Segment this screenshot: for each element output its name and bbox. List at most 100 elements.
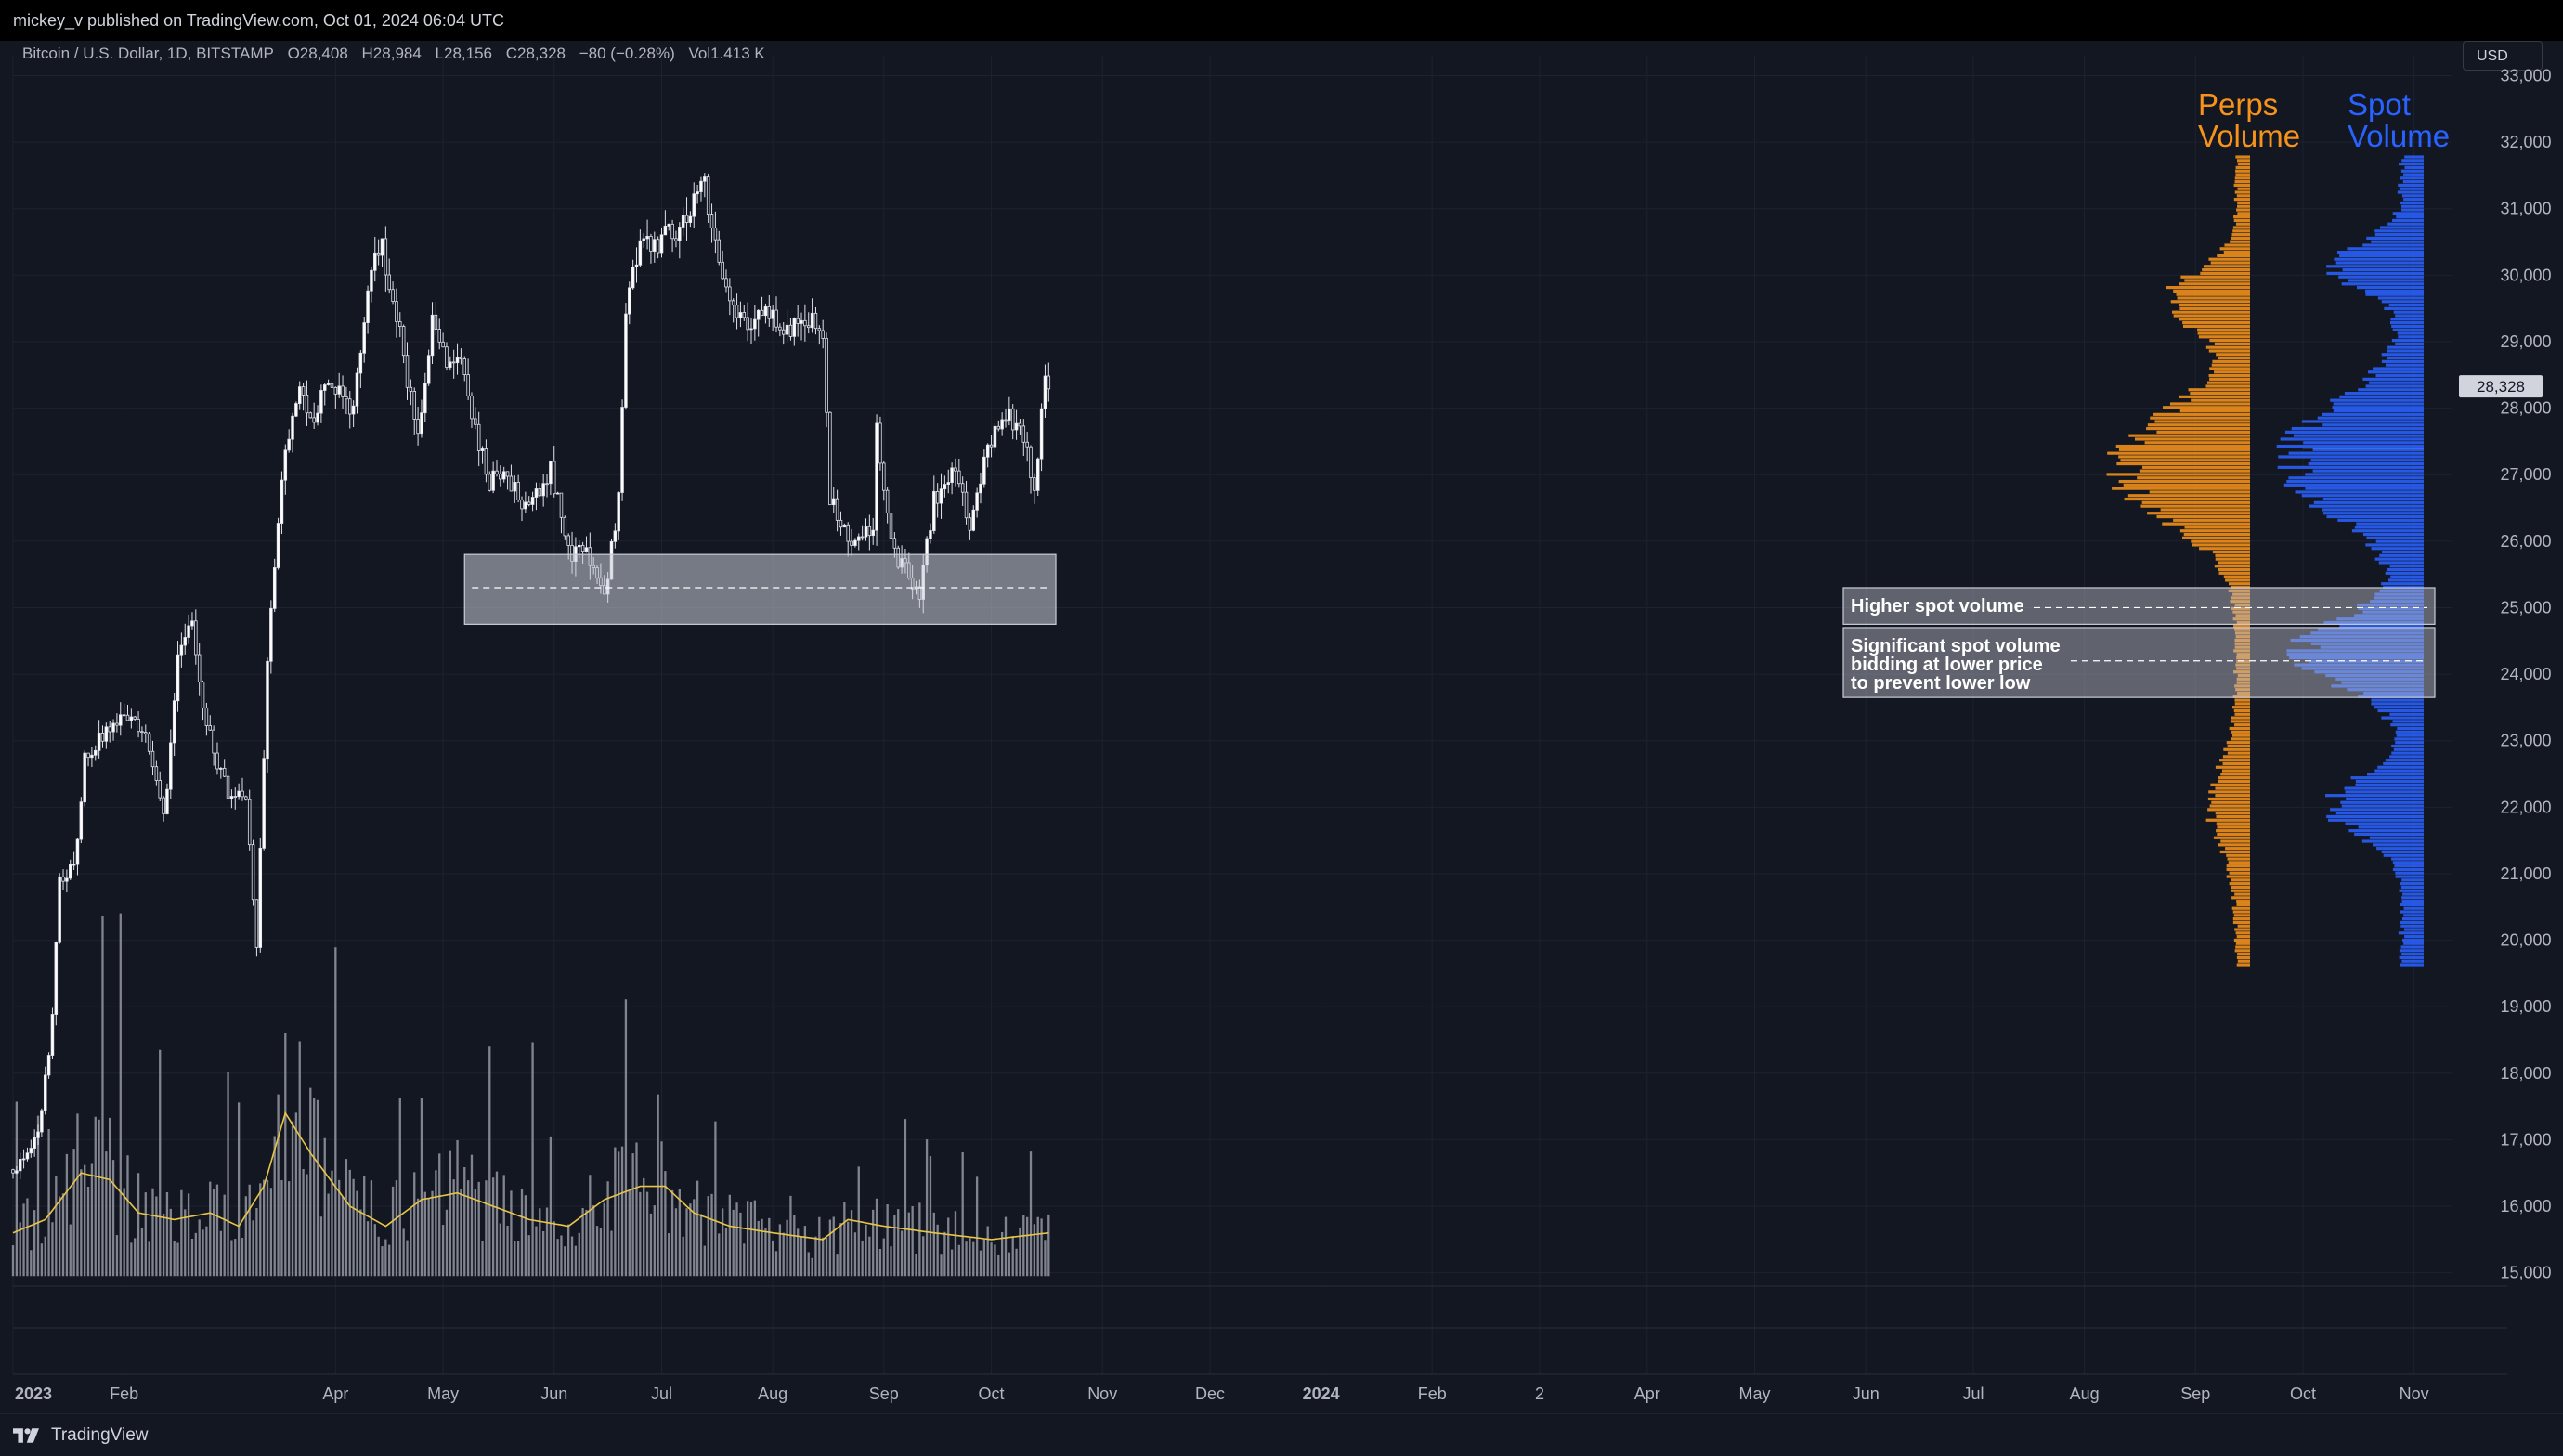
profile-row bbox=[2236, 159, 2250, 162]
candle-body bbox=[215, 752, 219, 770]
profile-row bbox=[2401, 953, 2424, 956]
profile-row bbox=[2375, 373, 2424, 378]
currency-button[interactable]: USD bbox=[2463, 41, 2543, 71]
profile-row bbox=[2232, 695, 2250, 698]
profile-row bbox=[2398, 931, 2424, 935]
candle-body bbox=[1010, 408, 1015, 431]
symbol-name[interactable]: Bitcoin / U.S. Dollar, 1D, BITSTAMP bbox=[22, 45, 274, 62]
profile-row bbox=[2326, 271, 2424, 276]
profile-row bbox=[2233, 670, 2250, 674]
profile-row bbox=[2339, 624, 2424, 628]
profile-row bbox=[2351, 529, 2424, 533]
candle-body bbox=[932, 490, 936, 531]
candle-body bbox=[785, 324, 789, 335]
profile-row bbox=[2401, 959, 2424, 963]
profile-row bbox=[2397, 332, 2424, 335]
profile-row bbox=[2401, 159, 2424, 162]
candle-body bbox=[1000, 419, 1004, 430]
profile-row bbox=[2383, 761, 2424, 766]
profile-row bbox=[2305, 487, 2424, 490]
last-price-tag bbox=[2459, 375, 2543, 398]
candle-body bbox=[1035, 458, 1040, 491]
candle-body bbox=[172, 700, 176, 744]
profile-row bbox=[2384, 306, 2424, 310]
candle-body bbox=[416, 418, 420, 435]
time-tick-label: May bbox=[1739, 1384, 1771, 1403]
profile-row bbox=[2118, 448, 2250, 451]
candle-body bbox=[778, 326, 782, 331]
profile-row bbox=[2234, 712, 2250, 716]
candle-body bbox=[520, 500, 524, 510]
candle-body bbox=[476, 423, 481, 451]
candle-body bbox=[842, 524, 847, 528]
profile-row bbox=[2278, 455, 2424, 459]
profile-row bbox=[2147, 512, 2250, 515]
candle-body bbox=[631, 266, 635, 289]
candle-body bbox=[760, 309, 764, 317]
profile-row bbox=[2341, 681, 2424, 684]
profile-row bbox=[2212, 359, 2250, 363]
profile-row bbox=[2374, 769, 2424, 773]
profile-row bbox=[2134, 437, 2250, 441]
profile-row bbox=[2234, 603, 2250, 607]
profile-row bbox=[2210, 783, 2250, 786]
profile-row bbox=[2369, 381, 2424, 384]
profile-row bbox=[2230, 240, 2250, 243]
candle-body bbox=[297, 386, 302, 404]
profile-row bbox=[2236, 194, 2250, 198]
profile-row bbox=[2400, 945, 2424, 949]
profile-row bbox=[2374, 229, 2424, 233]
candle-body bbox=[541, 483, 545, 497]
candle-body bbox=[871, 529, 875, 537]
candle-body bbox=[86, 752, 90, 759]
profile-row bbox=[2142, 465, 2250, 469]
profile-row bbox=[2348, 279, 2424, 282]
profile-row bbox=[2235, 222, 2250, 226]
profile-row bbox=[2149, 490, 2250, 494]
candle-body bbox=[312, 417, 316, 423]
profile-row bbox=[2301, 494, 2424, 498]
profile-row bbox=[2335, 261, 2424, 265]
profile-row bbox=[2237, 201, 2250, 205]
profile-row bbox=[2373, 367, 2424, 370]
profile-row bbox=[2371, 547, 2424, 551]
profile-row bbox=[2197, 328, 2250, 332]
symbol-legend: Bitcoin / U.S. Dollar, 1D, BITSTAMP O28,… bbox=[22, 45, 774, 63]
candle-body bbox=[939, 488, 943, 504]
profile-row bbox=[2358, 606, 2424, 610]
candle-body bbox=[269, 607, 273, 662]
candle-body bbox=[929, 530, 932, 540]
candle-body bbox=[229, 796, 234, 800]
profile-row bbox=[2236, 656, 2250, 660]
candle-body bbox=[667, 223, 670, 227]
profile-row bbox=[2170, 300, 2250, 304]
profile-row bbox=[2374, 557, 2424, 561]
profile-row bbox=[2356, 285, 2424, 290]
candle-body bbox=[796, 318, 800, 324]
candle-body bbox=[624, 313, 628, 408]
price-tick-label: 28,000 bbox=[2500, 399, 2551, 418]
profile-row bbox=[2236, 681, 2250, 684]
profile-row bbox=[2317, 628, 2424, 631]
profile-row bbox=[2233, 198, 2250, 202]
profile-row bbox=[2283, 483, 2424, 487]
profile-row bbox=[2235, 942, 2250, 945]
profile-row bbox=[2290, 638, 2424, 643]
profile-row bbox=[2229, 882, 2250, 886]
profile-row bbox=[2234, 645, 2250, 649]
candle-body bbox=[713, 227, 718, 240]
profile-row bbox=[2309, 504, 2424, 508]
profile-row bbox=[2173, 289, 2250, 292]
support-zone bbox=[463, 553, 1057, 625]
candle-body bbox=[391, 289, 395, 302]
profile-row bbox=[2325, 673, 2424, 678]
candle-body bbox=[451, 361, 456, 364]
profile-row bbox=[2392, 328, 2424, 332]
profile-row bbox=[2235, 173, 2250, 176]
profile-row bbox=[2237, 959, 2250, 963]
profile-row bbox=[2390, 575, 2424, 578]
profile-row bbox=[2237, 953, 2250, 956]
annotation-box bbox=[1842, 627, 2436, 698]
